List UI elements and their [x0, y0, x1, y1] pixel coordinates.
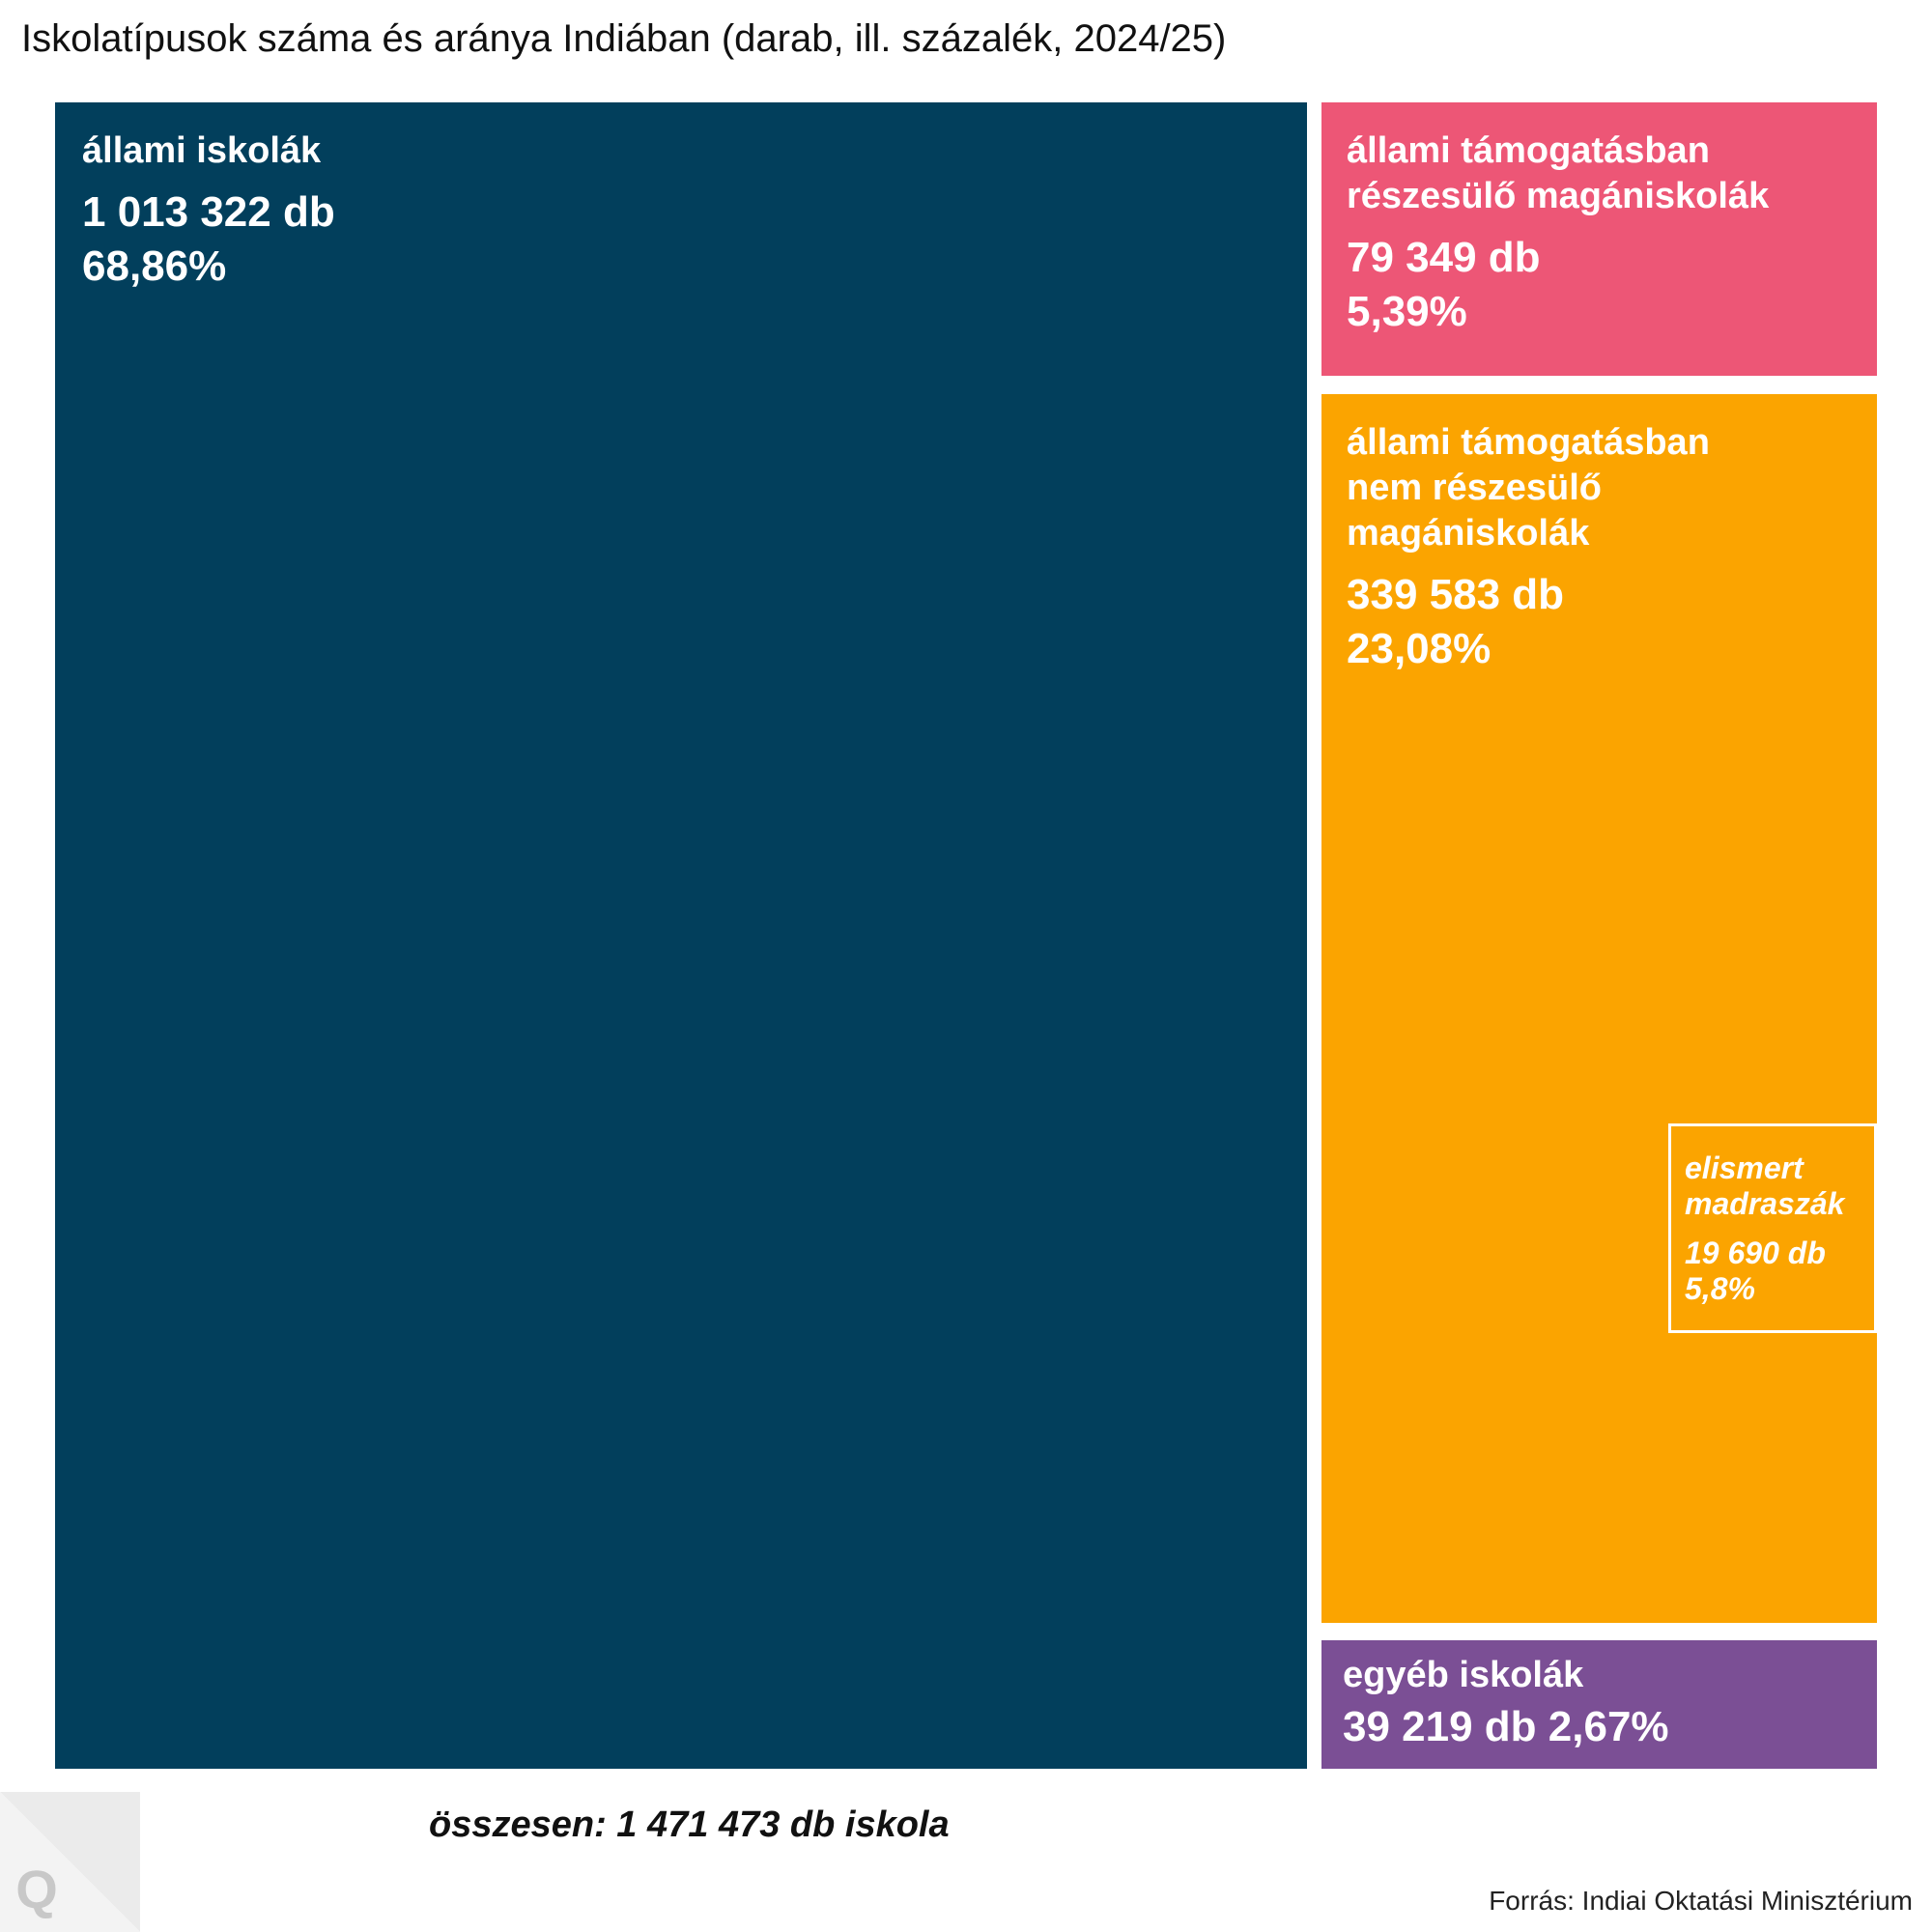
subtile-label: elismert madraszák [1685, 1151, 1845, 1221]
treemap-tile-nem-tamogatott-maganiskolak: állami támogatásban nem részesülő magáni… [1321, 394, 1877, 1623]
tile-percent: 5,39% [1347, 288, 1467, 335]
chart-title: Iskolatípusok száma és aránya Indiában (… [21, 17, 1227, 60]
subtile-percent: 5,8% [1685, 1271, 1755, 1306]
tile-value: 1 013 322 db [82, 188, 335, 236]
subtile-value: 19 690 db [1685, 1236, 1826, 1270]
q-logo-icon: Q [0, 1792, 140, 1932]
total-label: összesen: 1 471 473 db iskola [429, 1804, 950, 1845]
tile-percent: 23,08% [1347, 625, 1492, 672]
treemap-tile-egyeb-iskolak: egyéb iskolák 39 219 db 2,67% [1321, 1640, 1877, 1769]
tile-label: állami támogatásban részesülő magániskol… [1347, 130, 1770, 216]
tile-value-percent: 39 219 db 2,67% [1343, 1703, 1669, 1750]
tile-label: állami iskolák [82, 130, 322, 171]
treemap-tile-tamogatott-maganiskolak: állami támogatásban részesülő magániskol… [1321, 102, 1877, 376]
treemap-tile-allami-iskolak: állami iskolák 1 013 322 db 68,86% [55, 102, 1307, 1769]
tile-percent: 68,86% [82, 242, 227, 290]
tile-label: állami támogatásban nem részesülő magáni… [1347, 422, 1710, 554]
tile-label: egyéb iskolák [1343, 1655, 1584, 1695]
tile-value: 339 583 db [1347, 571, 1565, 618]
svg-text:Q: Q [15, 1859, 58, 1919]
source-note: Forrás: Indiai Oktatási Minisztérium [1489, 1886, 1913, 1916]
tile-value: 79 349 db [1347, 234, 1541, 281]
treemap-subtile-madraszak: elismert madraszák 19 690 db 5,8% [1668, 1123, 1877, 1333]
